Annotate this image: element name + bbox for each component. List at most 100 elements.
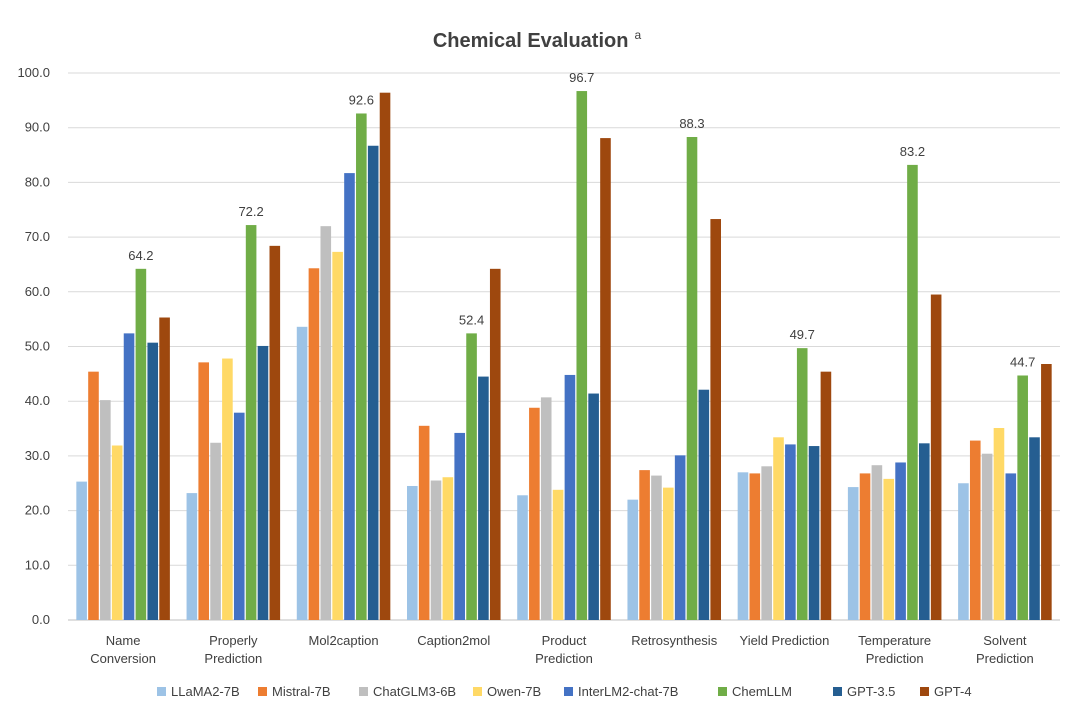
bar	[1017, 375, 1028, 620]
legend-swatch	[920, 687, 929, 696]
legend-swatch	[833, 687, 842, 696]
data-label: 49.7	[790, 327, 815, 342]
legend-item: GPT-3.5	[833, 684, 895, 699]
bar	[820, 371, 832, 620]
legend-label: Owen-7B	[487, 684, 541, 699]
x-category-label: Properly Prediction	[204, 633, 262, 666]
bar	[418, 425, 430, 620]
bar	[76, 481, 87, 620]
chart-title: Chemical Evaluation a	[433, 28, 642, 52]
legend: LLaMA2-7B Mistral-7B ChatGLM3-6B Owen-7B Int…	[157, 684, 972, 699]
bar	[600, 138, 611, 620]
bar	[100, 400, 111, 620]
legend-swatch	[718, 687, 727, 696]
bar	[135, 268, 147, 620]
legend-label: ChatGLM3-6B	[373, 684, 456, 699]
data-label-layer: 64.2 72.2 92.6 52.4 96.7 88.3 49.7 83.2 44.7	[128, 70, 1035, 369]
bar	[233, 412, 245, 620]
bar	[308, 268, 320, 620]
bar	[564, 374, 576, 620]
data-label: 96.7	[569, 70, 594, 85]
bar	[147, 342, 159, 620]
bar	[847, 487, 859, 620]
x-category-label: Product Prediction	[535, 633, 593, 666]
data-label: 52.4	[459, 312, 484, 327]
x-category-label: Mol2caption	[309, 633, 379, 648]
bar	[517, 495, 528, 620]
bar	[871, 465, 883, 620]
bar	[686, 136, 698, 620]
bar	[883, 478, 895, 620]
bar	[639, 470, 650, 620]
bar	[296, 326, 308, 620]
bar	[332, 251, 343, 620]
bar	[808, 446, 820, 620]
bar	[1029, 437, 1040, 620]
bar	[407, 485, 418, 620]
bar	[737, 472, 749, 620]
bar	[576, 91, 588, 620]
bar	[540, 397, 552, 620]
bar	[245, 225, 257, 621]
bar	[478, 376, 489, 620]
chart-title-text: Chemical Evaluation	[433, 30, 629, 52]
bar	[773, 437, 784, 620]
x-category-label: Temperature Prediction	[858, 633, 931, 666]
bar	[710, 219, 721, 620]
legend-swatch	[258, 687, 267, 696]
legend-label: ChemLLM	[732, 684, 792, 699]
data-label: 88.3	[679, 116, 704, 131]
legend-swatch	[359, 687, 368, 696]
bar	[981, 453, 993, 620]
y-tick-label: 30.0	[25, 448, 50, 463]
y-tick-label: 80.0	[25, 174, 50, 189]
bar	[198, 362, 210, 620]
data-label: 72.2	[238, 204, 263, 219]
y-tick-label: 90.0	[25, 120, 50, 135]
bar	[379, 92, 391, 620]
bar	[1041, 364, 1052, 620]
bar	[859, 473, 871, 620]
bar	[454, 432, 466, 620]
bar	[210, 442, 221, 620]
data-label: 44.7	[1010, 354, 1035, 369]
x-category-label: Yield Prediction	[740, 633, 830, 648]
y-tick-label: 50.0	[25, 339, 50, 354]
bar	[529, 407, 540, 620]
bar	[698, 389, 710, 620]
y-tick-label: 60.0	[25, 284, 50, 299]
data-label: 83.2	[900, 144, 925, 159]
bar	[123, 333, 135, 620]
data-label: 64.2	[128, 248, 153, 263]
legend-label: LLaMA2-7B	[171, 684, 240, 699]
bar	[651, 475, 662, 620]
bar	[257, 345, 269, 620]
bar	[627, 499, 639, 620]
data-label: 92.6	[349, 92, 374, 107]
legend-swatch	[473, 687, 482, 696]
bar	[111, 445, 123, 620]
bar	[1005, 473, 1017, 620]
legend-item: InterLM2-chat-7B	[564, 684, 678, 699]
legend-label: Mistral-7B	[272, 684, 331, 699]
legend-swatch	[564, 687, 573, 696]
x-category-label: Name Conversion	[90, 633, 156, 666]
bar	[88, 371, 99, 620]
bar	[442, 477, 454, 620]
bar	[269, 245, 281, 621]
grid-layer	[68, 72, 1060, 621]
bar	[918, 443, 930, 620]
bar	[222, 358, 233, 620]
x-category-label: Solvent Prediction	[976, 633, 1034, 666]
y-tick-label: 10.0	[25, 557, 50, 572]
bar	[356, 113, 367, 620]
bar	[969, 440, 981, 620]
bar	[588, 393, 599, 620]
legend-item: GPT-4	[920, 684, 972, 699]
bar	[796, 348, 808, 620]
x-axis-categories: Name Conversion Properly Prediction Mol2capt…	[90, 633, 1034, 666]
bar	[662, 487, 674, 620]
bar	[466, 333, 477, 620]
bar	[186, 493, 198, 620]
